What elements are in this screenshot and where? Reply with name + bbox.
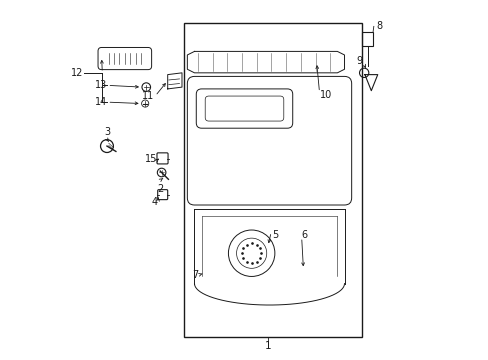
Text: 7: 7: [191, 270, 198, 280]
Text: 9: 9: [356, 57, 362, 66]
Text: 2: 2: [157, 184, 163, 194]
Text: 10: 10: [319, 90, 331, 100]
Text: 13: 13: [95, 80, 107, 90]
Text: 4: 4: [151, 197, 157, 207]
Text: 6: 6: [300, 230, 306, 240]
Text: 11: 11: [142, 91, 154, 101]
Text: 5: 5: [272, 230, 278, 240]
Text: 12: 12: [71, 68, 83, 78]
Text: 1: 1: [264, 341, 270, 351]
Polygon shape: [167, 73, 180, 89]
Text: 8: 8: [376, 21, 382, 31]
Text: 3: 3: [103, 127, 110, 137]
Text: 14: 14: [95, 97, 107, 107]
Text: 15: 15: [144, 154, 157, 164]
